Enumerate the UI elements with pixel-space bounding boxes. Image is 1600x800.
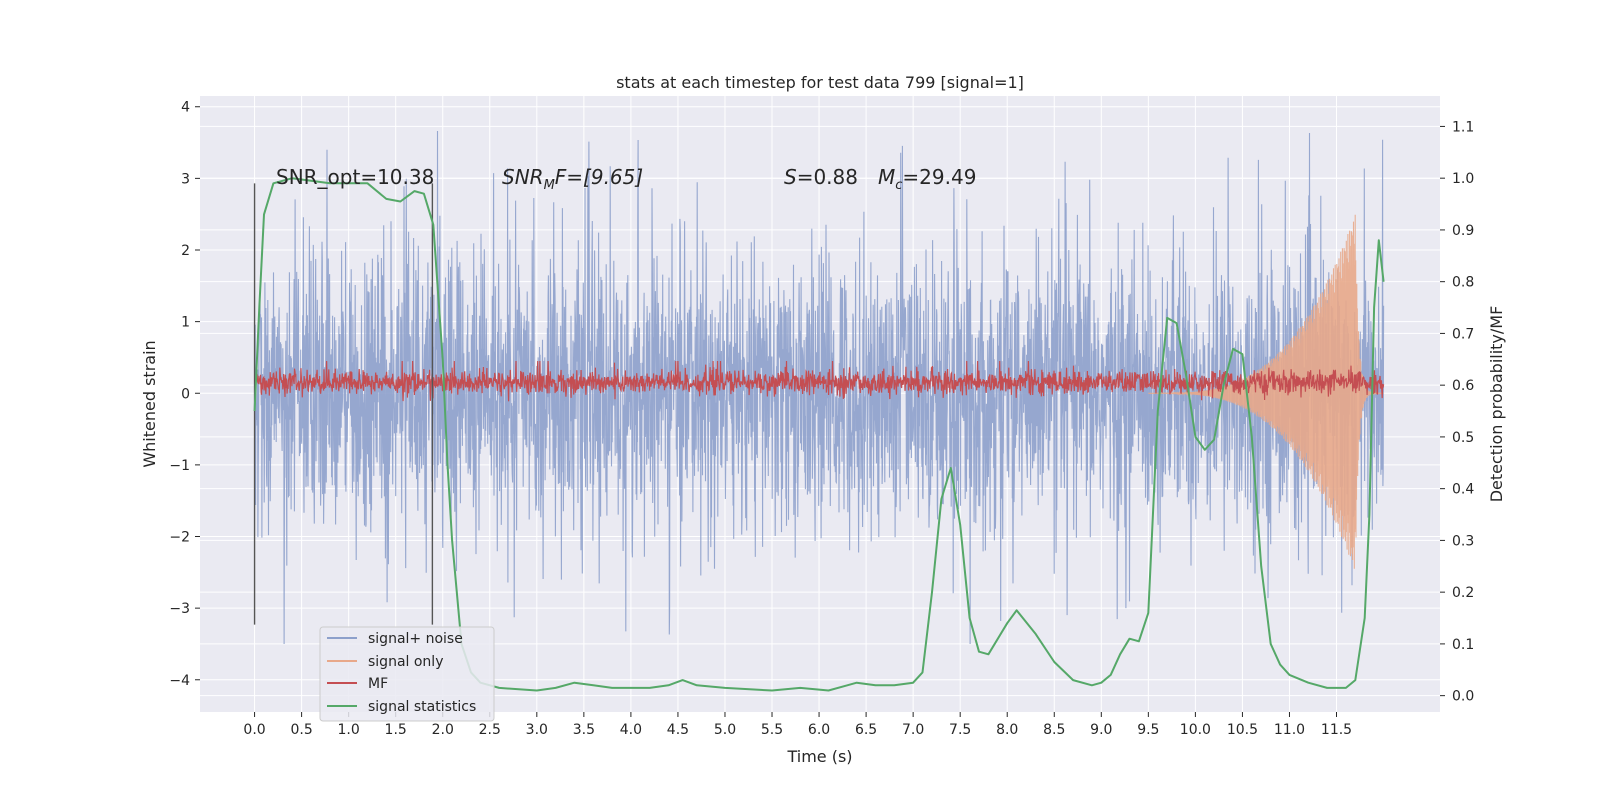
annotation-snr-mf: SNRMF=[9.65]: [502, 165, 643, 193]
x-tick-label: 5.5: [761, 722, 783, 738]
legend-label-signal-plus-noise: signal+ noise: [368, 631, 463, 647]
x-tick-label: 3.5: [573, 722, 595, 738]
x-tick-label: 5.0: [714, 722, 736, 738]
y2-axis-label: Detection probability/MF: [1487, 306, 1506, 503]
mf-line: [254, 360, 1385, 402]
y2-tick-label: 0.2: [1452, 585, 1474, 601]
x-tick-label: 0.0: [243, 722, 265, 738]
y-tick-label: 2: [181, 243, 190, 259]
y2-tick-labels: 0.0 0.1 0.2 0.3 0.4 0.5 0.6 0.7 0.8 0.9 1.0 1.1: [1440, 119, 1474, 705]
x-tick-label: 3.0: [526, 722, 548, 738]
y2-tick-label: 0.1: [1452, 637, 1474, 653]
series-signal-plus-noise: [254, 130, 1385, 645]
signal-statistics-line: [253, 177, 1385, 692]
signal-plus-noise-line: [254, 130, 1385, 645]
legend-box: [319, 626, 495, 722]
x-tick-label: 0.5: [290, 722, 312, 738]
annotation-mc-sub: c: [895, 178, 902, 193]
y-tick-label: 3: [181, 171, 190, 187]
series-signal-statistics: [253, 177, 1385, 692]
legend-label-signal-statistics: signal statistics: [368, 699, 476, 715]
annotation-s: S=0.88: [784, 165, 858, 189]
legend-label-signal-only: signal only: [368, 654, 443, 670]
y2-tick-label: 0.5: [1452, 430, 1474, 446]
y2-tick-label: 1.0: [1452, 171, 1474, 187]
series-signal-only: [1148, 214, 1384, 569]
annotation-snr-opt: SNR_opt=10.38: [276, 165, 434, 189]
annotation-s-rest: =0.88: [797, 165, 858, 189]
y2-tick-label: 0.6: [1452, 378, 1474, 394]
annotation-mc-main: M: [878, 165, 895, 189]
x-tick-label: 4.5: [667, 722, 689, 738]
y2-tick-label: 0.7: [1452, 326, 1474, 342]
y2-tick-label: 0.4: [1452, 482, 1474, 498]
y2-tick-label: 0.0: [1452, 689, 1474, 705]
x-tick-label: 11.5: [1321, 722, 1352, 738]
y-tick-label: −2: [169, 530, 190, 546]
y-axis-label: Whitened strain: [140, 340, 159, 467]
x-tick-label: 8.0: [996, 722, 1018, 738]
annotation-snr-mf-rest: F=[9.65]: [555, 165, 643, 189]
annotation-mc: Mc=29.49: [878, 165, 976, 193]
x-tick-label: 10.0: [1180, 722, 1211, 738]
x-tick-label: 6.0: [808, 722, 830, 738]
signal-only-line: [1148, 214, 1384, 569]
x-axis-label: Time (s): [786, 747, 852, 766]
y2-tick-label: 0.3: [1452, 533, 1474, 549]
y-tick-labels: −4 −3 −2 −1 0 1 2 3 4: [169, 100, 200, 689]
x-tick-label: 2.5: [479, 722, 501, 738]
y2-tick-label: 0.9: [1452, 223, 1474, 239]
y-tick-label: 4: [181, 100, 190, 116]
x-tick-label: 6.5: [855, 722, 877, 738]
x-tick-label: 11.0: [1274, 722, 1305, 738]
x-tick-label: 1.0: [338, 722, 360, 738]
chart-title: stats at each timestep for test data 799…: [616, 73, 1024, 92]
x-tick-label: 8.5: [1043, 722, 1065, 738]
legend-label-mf: MF: [368, 676, 388, 692]
annotation-snr-mf-sub: M: [544, 178, 555, 193]
x-tick-label: 10.5: [1227, 722, 1258, 738]
legend: signal+ noise signal only MF signal stat…: [319, 626, 495, 722]
y-tick-label: −1: [169, 458, 190, 474]
x-tick-label: 9.0: [1090, 722, 1112, 738]
x-tick-label: 2.0: [432, 722, 454, 738]
x-tick-label: 9.5: [1137, 722, 1159, 738]
annotation-mc-rest: =29.49: [902, 165, 976, 189]
x-tick-label: 7.5: [949, 722, 971, 738]
x-tick-label: 1.5: [385, 722, 407, 738]
annotation-snr-mf-main: SNR: [502, 165, 544, 189]
y-tick-label: 0: [181, 386, 190, 402]
x-tick-label: 7.0: [902, 722, 924, 738]
y-tick-label: −3: [169, 601, 190, 617]
y2-tick-label: 1.1: [1452, 119, 1474, 135]
x-tick-labels: 0.0 0.5 1.0 1.5 2.0 2.5 3.0 3.5 4.0 4.5 5.0 5.5 6.0 6…: [243, 712, 1352, 738]
y-tick-label: −4: [169, 673, 190, 689]
y-tick-label: 1: [181, 315, 190, 331]
y2-tick-label: 0.8: [1452, 275, 1474, 291]
series-mf: [254, 360, 1385, 402]
annotation-s-main: S: [784, 165, 797, 189]
x-tick-label: 4.0: [620, 722, 642, 738]
